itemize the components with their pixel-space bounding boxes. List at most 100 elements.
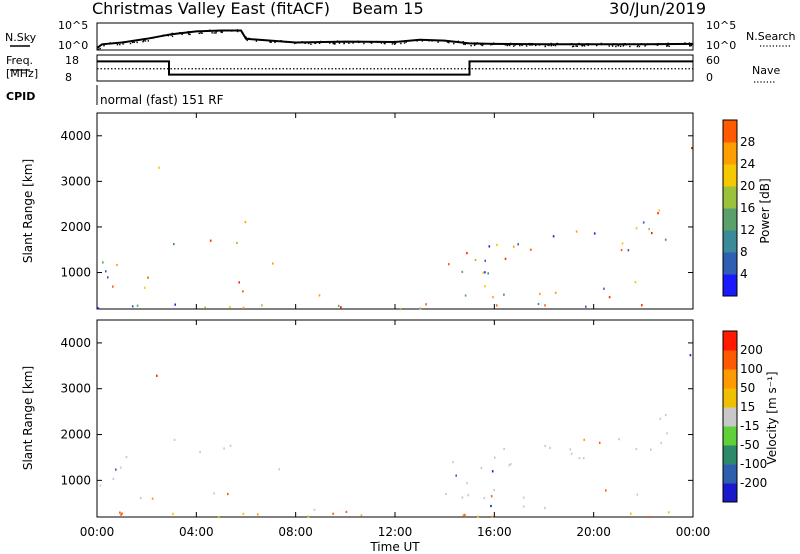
nsky-point xyxy=(217,30,219,32)
range-cell xyxy=(173,243,175,246)
velocity-heatmap-cells xyxy=(99,354,692,519)
nsky-point xyxy=(585,43,587,45)
colorbar-tick-label: 4 xyxy=(740,267,748,281)
nsky-point xyxy=(684,42,686,44)
nsky-point xyxy=(666,45,668,47)
nsky-point xyxy=(124,41,126,44)
nsky-point xyxy=(583,45,586,47)
range-cell xyxy=(659,417,662,420)
nsky-point xyxy=(245,36,247,39)
nsky-point xyxy=(668,45,670,47)
range-cell xyxy=(223,447,225,450)
nsky-point xyxy=(670,43,672,45)
nsky-point xyxy=(529,44,531,46)
y-tick-label: 4000 xyxy=(60,129,91,143)
nsky-point xyxy=(141,38,144,40)
nsky-point xyxy=(441,39,443,41)
nsky-point xyxy=(615,45,617,48)
nsky-point xyxy=(343,42,345,45)
y-tick-label: 4000 xyxy=(60,336,91,350)
nsky-point xyxy=(358,41,360,44)
nsky-point xyxy=(625,44,627,46)
colorbar-swatch xyxy=(723,426,737,446)
range-cell xyxy=(689,354,692,357)
noise-tick-high-right: 10^5 xyxy=(706,19,736,32)
x-tick-label: 04:00 xyxy=(179,525,214,539)
range-cell xyxy=(503,447,505,451)
range-cell xyxy=(425,303,427,306)
range-cell xyxy=(227,492,229,496)
nsky-point xyxy=(246,39,248,42)
nsky-point xyxy=(531,44,533,46)
colorbar-tick-label: -200 xyxy=(740,476,767,490)
nsky-point xyxy=(498,43,500,45)
nsky-point xyxy=(248,37,250,40)
nsky-point xyxy=(142,41,144,43)
range-cell xyxy=(649,515,651,519)
nsky-point xyxy=(513,45,515,47)
nsky-point xyxy=(162,34,165,36)
colorbar-swatch xyxy=(723,120,737,143)
nave-tick-high: 60 xyxy=(706,54,720,67)
range-cell xyxy=(544,506,546,509)
colorbar-swatch xyxy=(723,350,737,370)
range-cell xyxy=(461,496,464,499)
range-cell xyxy=(651,232,653,235)
range-cell xyxy=(452,461,454,464)
range-cell xyxy=(147,276,149,279)
nsky-point xyxy=(525,45,528,47)
nsky-point xyxy=(136,39,138,42)
noise-panel-frame xyxy=(96,22,694,51)
range-cell xyxy=(544,304,546,307)
range-cell xyxy=(570,452,573,455)
range-cell xyxy=(603,287,605,290)
nsky-point xyxy=(493,43,495,45)
range-cell xyxy=(512,245,515,248)
nsky-point xyxy=(338,42,341,44)
x-tick-label: 08:00 xyxy=(278,525,313,539)
nsky-point xyxy=(519,44,521,47)
range-cell xyxy=(445,493,447,496)
cpid-label: CPID xyxy=(6,90,35,103)
velocity-colorbar-label: Velocity [m s⁻¹] xyxy=(765,371,779,464)
range-cell xyxy=(484,271,486,274)
nsky-point xyxy=(98,45,101,47)
range-cell xyxy=(112,285,114,288)
nsky-point xyxy=(575,45,577,47)
nsky-series-line xyxy=(96,29,694,49)
nsky-point xyxy=(215,31,217,33)
colorbar-frame xyxy=(722,330,738,503)
nsky-point xyxy=(103,45,105,47)
velocity-panel-frame xyxy=(96,319,694,518)
range-cell xyxy=(139,496,142,500)
nsky-point xyxy=(231,30,233,32)
range-cell xyxy=(666,432,668,435)
freq-series-line xyxy=(97,60,693,76)
nsky-point xyxy=(667,42,669,44)
nsky-point xyxy=(391,43,394,45)
range-cell xyxy=(642,221,645,224)
nsky-point xyxy=(638,45,641,48)
range-cell xyxy=(657,212,659,215)
nsky-point xyxy=(393,43,396,45)
colorbar-tick-label: 100 xyxy=(740,362,763,376)
nsky-point xyxy=(572,45,575,47)
nsky-point xyxy=(616,44,619,46)
nsky-point xyxy=(314,42,316,44)
range-cell xyxy=(490,495,493,498)
date-label: 30/Jun/2019 xyxy=(609,0,706,18)
nsky-point xyxy=(201,32,203,34)
nsky-point xyxy=(666,44,668,46)
nsky-point xyxy=(152,37,155,39)
nsky-point xyxy=(97,46,99,48)
nsky-point xyxy=(519,43,521,45)
nsky-point xyxy=(133,41,135,43)
range-cell xyxy=(105,270,107,273)
nsky-point xyxy=(457,40,459,42)
velocity-panel: 1000 2000 3000 4000 Slant Range [km] 200 100… xyxy=(21,319,779,519)
range-cell xyxy=(552,235,555,238)
nsky-point xyxy=(215,32,217,34)
range-cell xyxy=(658,209,660,212)
nsky-point xyxy=(236,29,238,31)
